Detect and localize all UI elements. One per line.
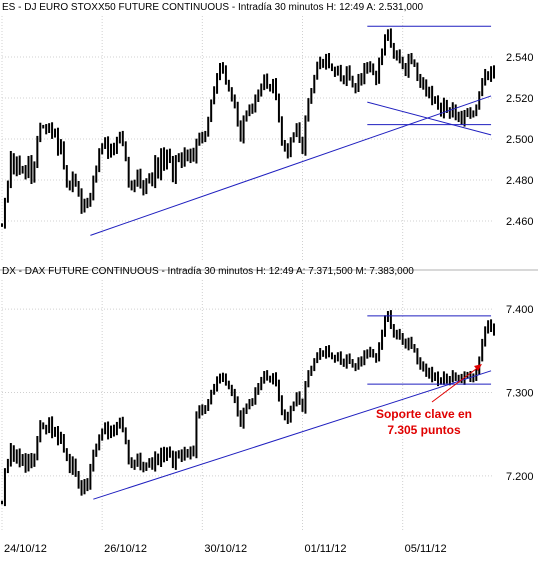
annotation-arrowhead xyxy=(474,364,482,371)
top-y-axis: 2.460 2.480 2.500 2.520 2.540 xyxy=(506,52,534,228)
y-tick-label: 2.500 xyxy=(506,134,534,146)
annotation-arrow xyxy=(431,365,481,403)
top-chart-title: ES - DJ EURO STOXX50 FUTURE CONTINUOUS -… xyxy=(2,2,424,13)
y-tick-label: 7.400 xyxy=(506,304,534,316)
y-tick-label: 2.540 xyxy=(506,52,534,64)
x-tick-label: 30/10/12 xyxy=(204,543,247,555)
y-tick-label: 7.200 xyxy=(506,471,534,483)
trendline xyxy=(367,101,492,136)
y-tick-label: 2.460 xyxy=(506,216,534,228)
y-tick-label: 2.480 xyxy=(506,175,534,187)
dax-panel: 7.200 7.300 7.400 24/10/12 26/10/12 30/10/12… xyxy=(1,266,534,555)
x-tick-label: 01/11/12 xyxy=(305,543,347,555)
bottom-grid xyxy=(1,280,494,530)
bottom-chart-title: DX - DAX FUTURE CONTINUOUS - Intradía 30… xyxy=(2,266,414,277)
y-tick-label: 2.520 xyxy=(506,93,534,105)
x-tick-label: 26/10/12 xyxy=(104,543,147,555)
euro-stoxx50-panel: 2.460 2.480 2.500 2.520 2.540 ES - DJ EURO S… xyxy=(1,2,534,262)
annotation-line-2: 7.305 puntos xyxy=(387,423,461,437)
trendline xyxy=(93,370,492,500)
annotation-line-1: Soporte clave en xyxy=(376,407,472,421)
x-tick-label: 24/10/12 xyxy=(4,543,47,555)
x-tick-label: 05/11/12 xyxy=(405,543,447,555)
top-price-series xyxy=(1,28,495,229)
bottom-price-series xyxy=(1,310,495,507)
support-annotation: Soporte clave en 7.305 puntos xyxy=(376,364,482,437)
trendline xyxy=(90,95,492,236)
top-grid xyxy=(1,16,494,262)
y-tick-label: 7.300 xyxy=(506,388,534,400)
x-axis: 24/10/12 26/10/12 30/10/12 01/11/12 05/11/12 xyxy=(4,543,447,555)
top-trendlines xyxy=(90,25,492,236)
bottom-trendlines xyxy=(93,315,492,500)
bottom-y-axis: 7.200 7.300 7.400 xyxy=(506,304,534,483)
